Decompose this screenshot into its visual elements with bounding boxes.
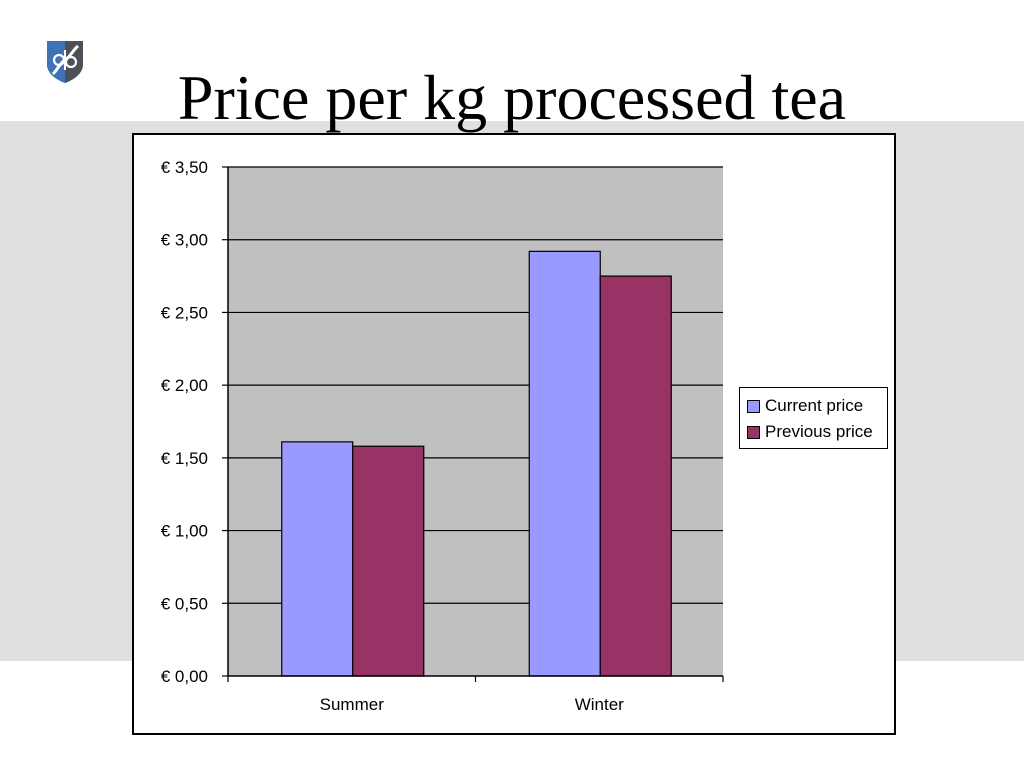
legend-swatch-current-price <box>747 399 760 413</box>
y-tick-label: € 2,50 <box>161 303 208 322</box>
legend-swatch-previous-price <box>747 425 760 439</box>
bar-previous-price-winter <box>599 275 672 677</box>
x-axis-ticks: Summer Winter <box>227 676 724 714</box>
legend-label-previous-price: Previous price <box>765 422 873 441</box>
knot-shield-logo <box>47 41 83 83</box>
x-tick-label: Winter <box>575 695 624 714</box>
bar-current-price-winter <box>528 250 601 677</box>
bars <box>281 250 672 677</box>
slide-title: Price per kg processed tea <box>177 62 847 133</box>
y-tick-label: € 3,50 <box>161 158 208 177</box>
y-axis-ticks: € 0,00 € 0,50 € 1,00 € 1,50 € 2,00 € 2,50 € 3,… <box>161 158 228 686</box>
y-tick-label: € 1,00 <box>161 522 208 541</box>
bar-current-price-summer <box>281 441 354 677</box>
y-tick-label: € 1,50 <box>161 449 208 468</box>
legend-label-current-price: Current price <box>765 396 864 415</box>
y-tick-label: € 0,50 <box>161 594 208 613</box>
bar-previous-price-summer <box>352 445 425 677</box>
y-tick-label: € 3,00 <box>161 231 208 250</box>
y-tick-label: € 0,00 <box>161 667 208 686</box>
y-tick-label: € 2,00 <box>161 376 208 395</box>
legend-item-previous-price: Previous price <box>747 419 887 445</box>
chart-legend: Current price Previous price <box>739 387 888 449</box>
legend-item-current-price: Current price <box>747 393 887 419</box>
x-tick-label: Summer <box>320 695 385 714</box>
